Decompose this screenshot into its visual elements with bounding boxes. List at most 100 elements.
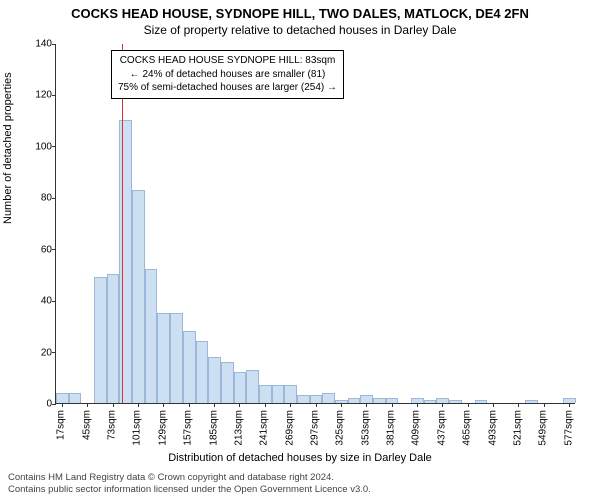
annotation-box: COCKS HEAD HOUSE SYDNOPE HILL: 83sqm← 24… xyxy=(111,50,344,99)
x-tick-label: 325sqm xyxy=(335,410,346,446)
x-tick-mark xyxy=(417,403,418,407)
x-tick-mark xyxy=(341,403,342,407)
x-tick-mark xyxy=(544,403,545,407)
y-tick-mark xyxy=(52,404,56,405)
x-tick-mark xyxy=(163,403,164,407)
y-tick-label: 140 xyxy=(35,39,52,50)
chart-title: COCKS HEAD HOUSE, SYDNOPE HILL, TWO DALE… xyxy=(0,0,600,21)
x-tick-label: 353sqm xyxy=(360,410,371,446)
histogram-bar xyxy=(475,400,488,403)
histogram-bar xyxy=(563,398,576,403)
histogram-bar xyxy=(157,313,170,403)
x-tick-label: 577sqm xyxy=(563,410,574,446)
x-tick-mark xyxy=(518,403,519,407)
histogram-bar xyxy=(360,395,373,403)
x-tick-label: 409sqm xyxy=(411,410,422,446)
histogram-bar xyxy=(259,385,272,403)
x-tick-label: 549sqm xyxy=(538,410,549,446)
x-tick-label: 465sqm xyxy=(462,410,473,446)
histogram-bar xyxy=(94,277,107,403)
y-tick-mark xyxy=(52,352,56,353)
histogram-bar xyxy=(449,400,462,403)
histogram-bar xyxy=(107,274,120,403)
x-tick-mark xyxy=(62,403,63,407)
histogram-bar xyxy=(424,400,437,403)
y-tick-mark xyxy=(52,95,56,96)
histogram-bar xyxy=(234,372,247,403)
histogram-bar xyxy=(373,398,386,403)
x-axis-label: Distribution of detached houses by size … xyxy=(0,452,600,464)
x-tick-mark xyxy=(214,403,215,407)
y-tick-label: 120 xyxy=(35,90,52,101)
x-tick-label: 437sqm xyxy=(436,410,447,446)
x-tick-mark xyxy=(468,403,469,407)
y-tick-mark xyxy=(52,301,56,302)
histogram-bar xyxy=(272,385,285,403)
histogram-bar xyxy=(310,395,323,403)
histogram-bar xyxy=(132,190,145,403)
histogram-bar xyxy=(69,393,82,403)
histogram-bar xyxy=(525,400,538,403)
y-tick-label: 20 xyxy=(41,347,52,358)
x-tick-mark xyxy=(189,403,190,407)
x-tick-mark xyxy=(138,403,139,407)
x-tick-mark xyxy=(290,403,291,407)
x-tick-mark xyxy=(87,403,88,407)
footer-line-2: Contains public sector information licen… xyxy=(8,484,371,496)
y-tick-mark xyxy=(52,249,56,250)
footer-line-1: Contains HM Land Registry data © Crown c… xyxy=(8,472,371,484)
x-tick-mark xyxy=(442,403,443,407)
x-tick-label: 129sqm xyxy=(157,410,168,446)
x-tick-mark xyxy=(113,403,114,407)
x-tick-label: 241sqm xyxy=(259,410,270,446)
x-tick-mark xyxy=(316,403,317,407)
x-tick-mark xyxy=(265,403,266,407)
x-tick-mark xyxy=(239,403,240,407)
histogram-bar xyxy=(246,370,259,403)
histogram-bar xyxy=(56,393,69,403)
x-tick-mark xyxy=(366,403,367,407)
footer-attribution: Contains HM Land Registry data © Crown c… xyxy=(8,472,371,496)
y-tick-label: 80 xyxy=(41,193,52,204)
x-tick-label: 381sqm xyxy=(386,410,397,446)
histogram-bar xyxy=(436,398,449,403)
x-tick-label: 297sqm xyxy=(310,410,321,446)
y-tick-mark xyxy=(52,146,56,147)
x-tick-mark xyxy=(493,403,494,407)
histogram-bar xyxy=(221,362,234,403)
y-tick-label: 60 xyxy=(41,244,52,255)
histogram-bar xyxy=(322,393,335,403)
y-tick-mark xyxy=(52,44,56,45)
histogram-bar xyxy=(411,398,424,403)
x-tick-mark xyxy=(569,403,570,407)
histogram-bar xyxy=(297,395,310,403)
x-tick-label: 493sqm xyxy=(487,410,498,446)
histogram-bar xyxy=(348,398,361,403)
x-tick-label: 45sqm xyxy=(81,410,92,440)
chart-subtitle: Size of property relative to detached ho… xyxy=(0,21,600,37)
histogram-bar xyxy=(208,357,221,403)
x-tick-label: 73sqm xyxy=(107,410,118,440)
histogram-bar xyxy=(145,269,158,403)
x-tick-label: 521sqm xyxy=(512,410,523,446)
histogram-bar xyxy=(335,400,348,403)
annotation-line: COCKS HEAD HOUSE SYDNOPE HILL: 83sqm xyxy=(118,54,337,68)
x-tick-label: 185sqm xyxy=(208,410,219,446)
x-tick-label: 101sqm xyxy=(132,410,143,446)
histogram-bar xyxy=(284,385,297,403)
x-tick-label: 213sqm xyxy=(233,410,244,446)
x-tick-label: 157sqm xyxy=(183,410,194,446)
y-tick-label: 100 xyxy=(35,141,52,152)
y-axis-label: Number of detached properties xyxy=(2,72,14,224)
y-tick-mark xyxy=(52,198,56,199)
histogram-bar xyxy=(183,331,196,403)
x-tick-mark xyxy=(392,403,393,407)
x-tick-label: 17sqm xyxy=(56,410,67,440)
x-tick-label: 269sqm xyxy=(284,410,295,446)
histogram-bar xyxy=(170,313,183,403)
y-tick-label: 0 xyxy=(46,399,52,410)
annotation-line: ← 24% of detached houses are smaller (81… xyxy=(118,68,337,82)
annotation-line: 75% of semi-detached houses are larger (… xyxy=(118,81,337,95)
histogram-bar xyxy=(196,341,209,403)
histogram-bar xyxy=(386,398,399,403)
